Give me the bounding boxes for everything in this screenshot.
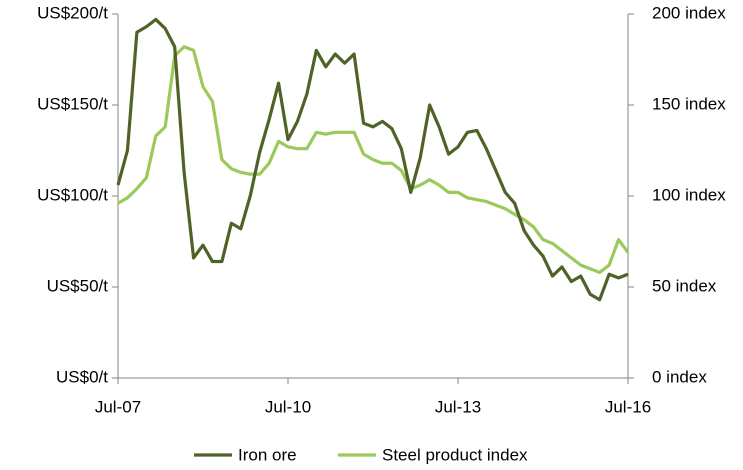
- y2-tick-label: 200 index: [652, 3, 726, 22]
- series-line: [117, 45, 630, 275]
- x-tick-label: Jul-10: [265, 397, 311, 416]
- x-tick-label: Jul-07: [95, 397, 141, 416]
- y-tick-label: US$50/t: [47, 276, 109, 295]
- y2-tick-label: 100 index: [652, 185, 726, 204]
- y2-tick-label: 0 index: [652, 367, 707, 386]
- legend-label: Steel product index: [382, 445, 528, 464]
- x-tick-label: Jul-16: [605, 397, 651, 416]
- series-line: [116, 17, 629, 302]
- y2-tick-label: 150 index: [652, 94, 726, 113]
- y-tick-label: US$200/t: [37, 3, 108, 22]
- y2-tick-label: 50 index: [652, 276, 717, 295]
- y-tick-label: US$100/t: [37, 185, 108, 204]
- y-tick-label: US$150/t: [37, 94, 108, 113]
- y-tick-label: US$0/t: [56, 367, 108, 386]
- legend-label: Iron ore: [238, 445, 297, 464]
- x-tick-label: Jul-13: [435, 397, 481, 416]
